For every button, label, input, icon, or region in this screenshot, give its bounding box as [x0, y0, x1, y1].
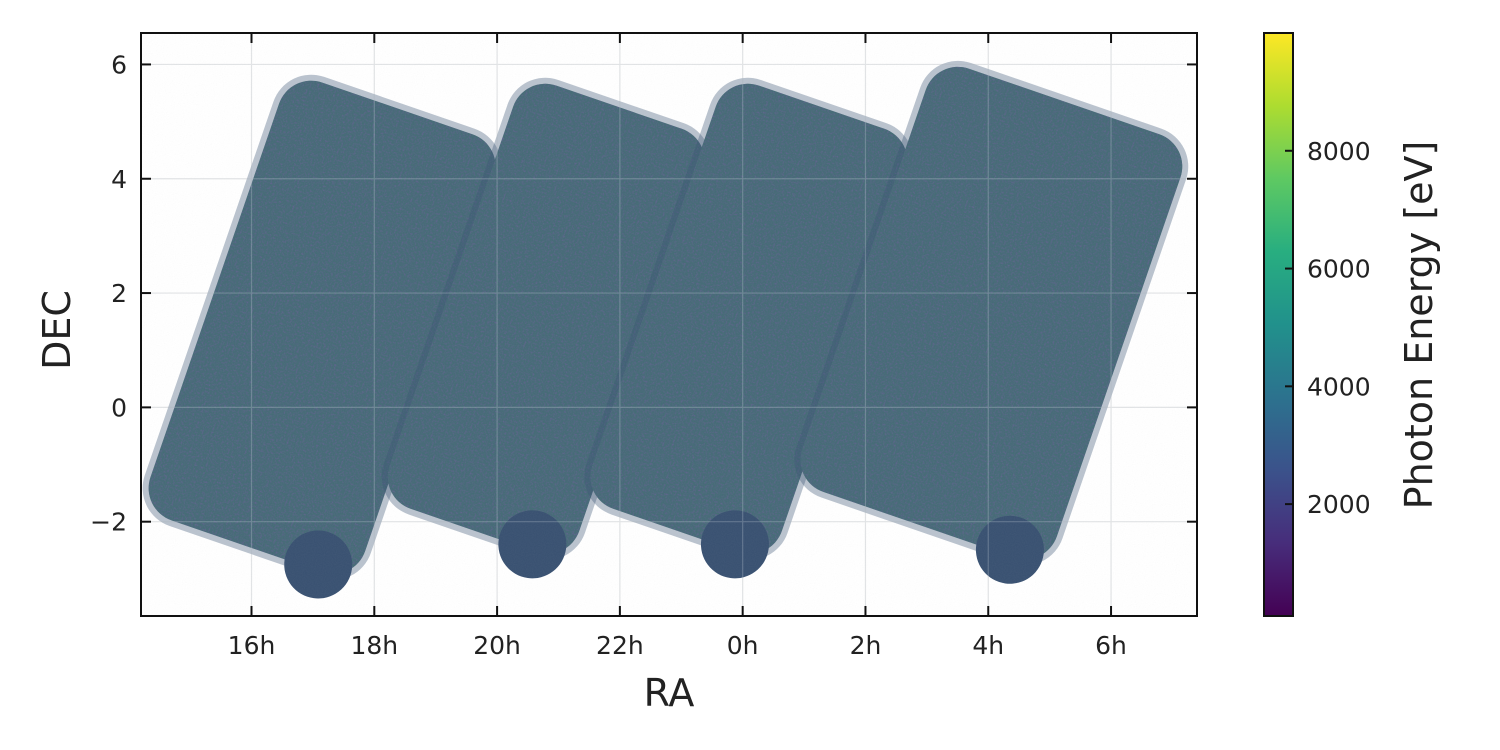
x-tick-label: 22h — [596, 631, 644, 660]
y-tick-label: 4 — [111, 165, 127, 194]
colorbar-tick-label: 2000 — [1307, 490, 1371, 519]
colorbar-title: Photon Energy [eV] — [1397, 141, 1441, 510]
colorbar-tick-label: 4000 — [1307, 372, 1371, 401]
y-axis-title: DEC — [35, 290, 79, 370]
x-axis-title: RA — [644, 671, 695, 715]
y-tick-label: 2 — [111, 279, 127, 308]
photon-field — [141, 33, 1197, 616]
x-tick-label: 4h — [972, 631, 1004, 660]
x-tick-label: 2h — [850, 631, 882, 660]
colorbar-tick-label: 8000 — [1307, 137, 1371, 166]
grid-overlay — [141, 33, 1197, 616]
x-tick-label: 20h — [473, 631, 521, 660]
x-tick-label: 0h — [727, 631, 759, 660]
y-tick-label: 6 — [111, 50, 127, 79]
y-tick-label: 0 — [111, 393, 127, 422]
x-tick-label: 6h — [1095, 631, 1127, 660]
colorbar-tick-label: 6000 — [1307, 255, 1371, 284]
x-tick-label: 18h — [350, 631, 398, 660]
plot-frame — [140, 32, 1198, 617]
colorbar-gradient — [1263, 32, 1294, 617]
colorbar: 2000 4000 6000 8000 Photon Energy [eV] — [1263, 32, 1441, 617]
y-axis: 6 4 2 0 −2 — [90, 50, 1197, 537]
colorbar-ticks: 2000 4000 6000 8000 — [1285, 137, 1371, 519]
x-tick-label: 16h — [228, 631, 276, 660]
x-axis: 16h 18h 20h 22h 0h 2h 4h 6h — [228, 33, 1127, 660]
y-tick-label: −2 — [90, 508, 127, 537]
